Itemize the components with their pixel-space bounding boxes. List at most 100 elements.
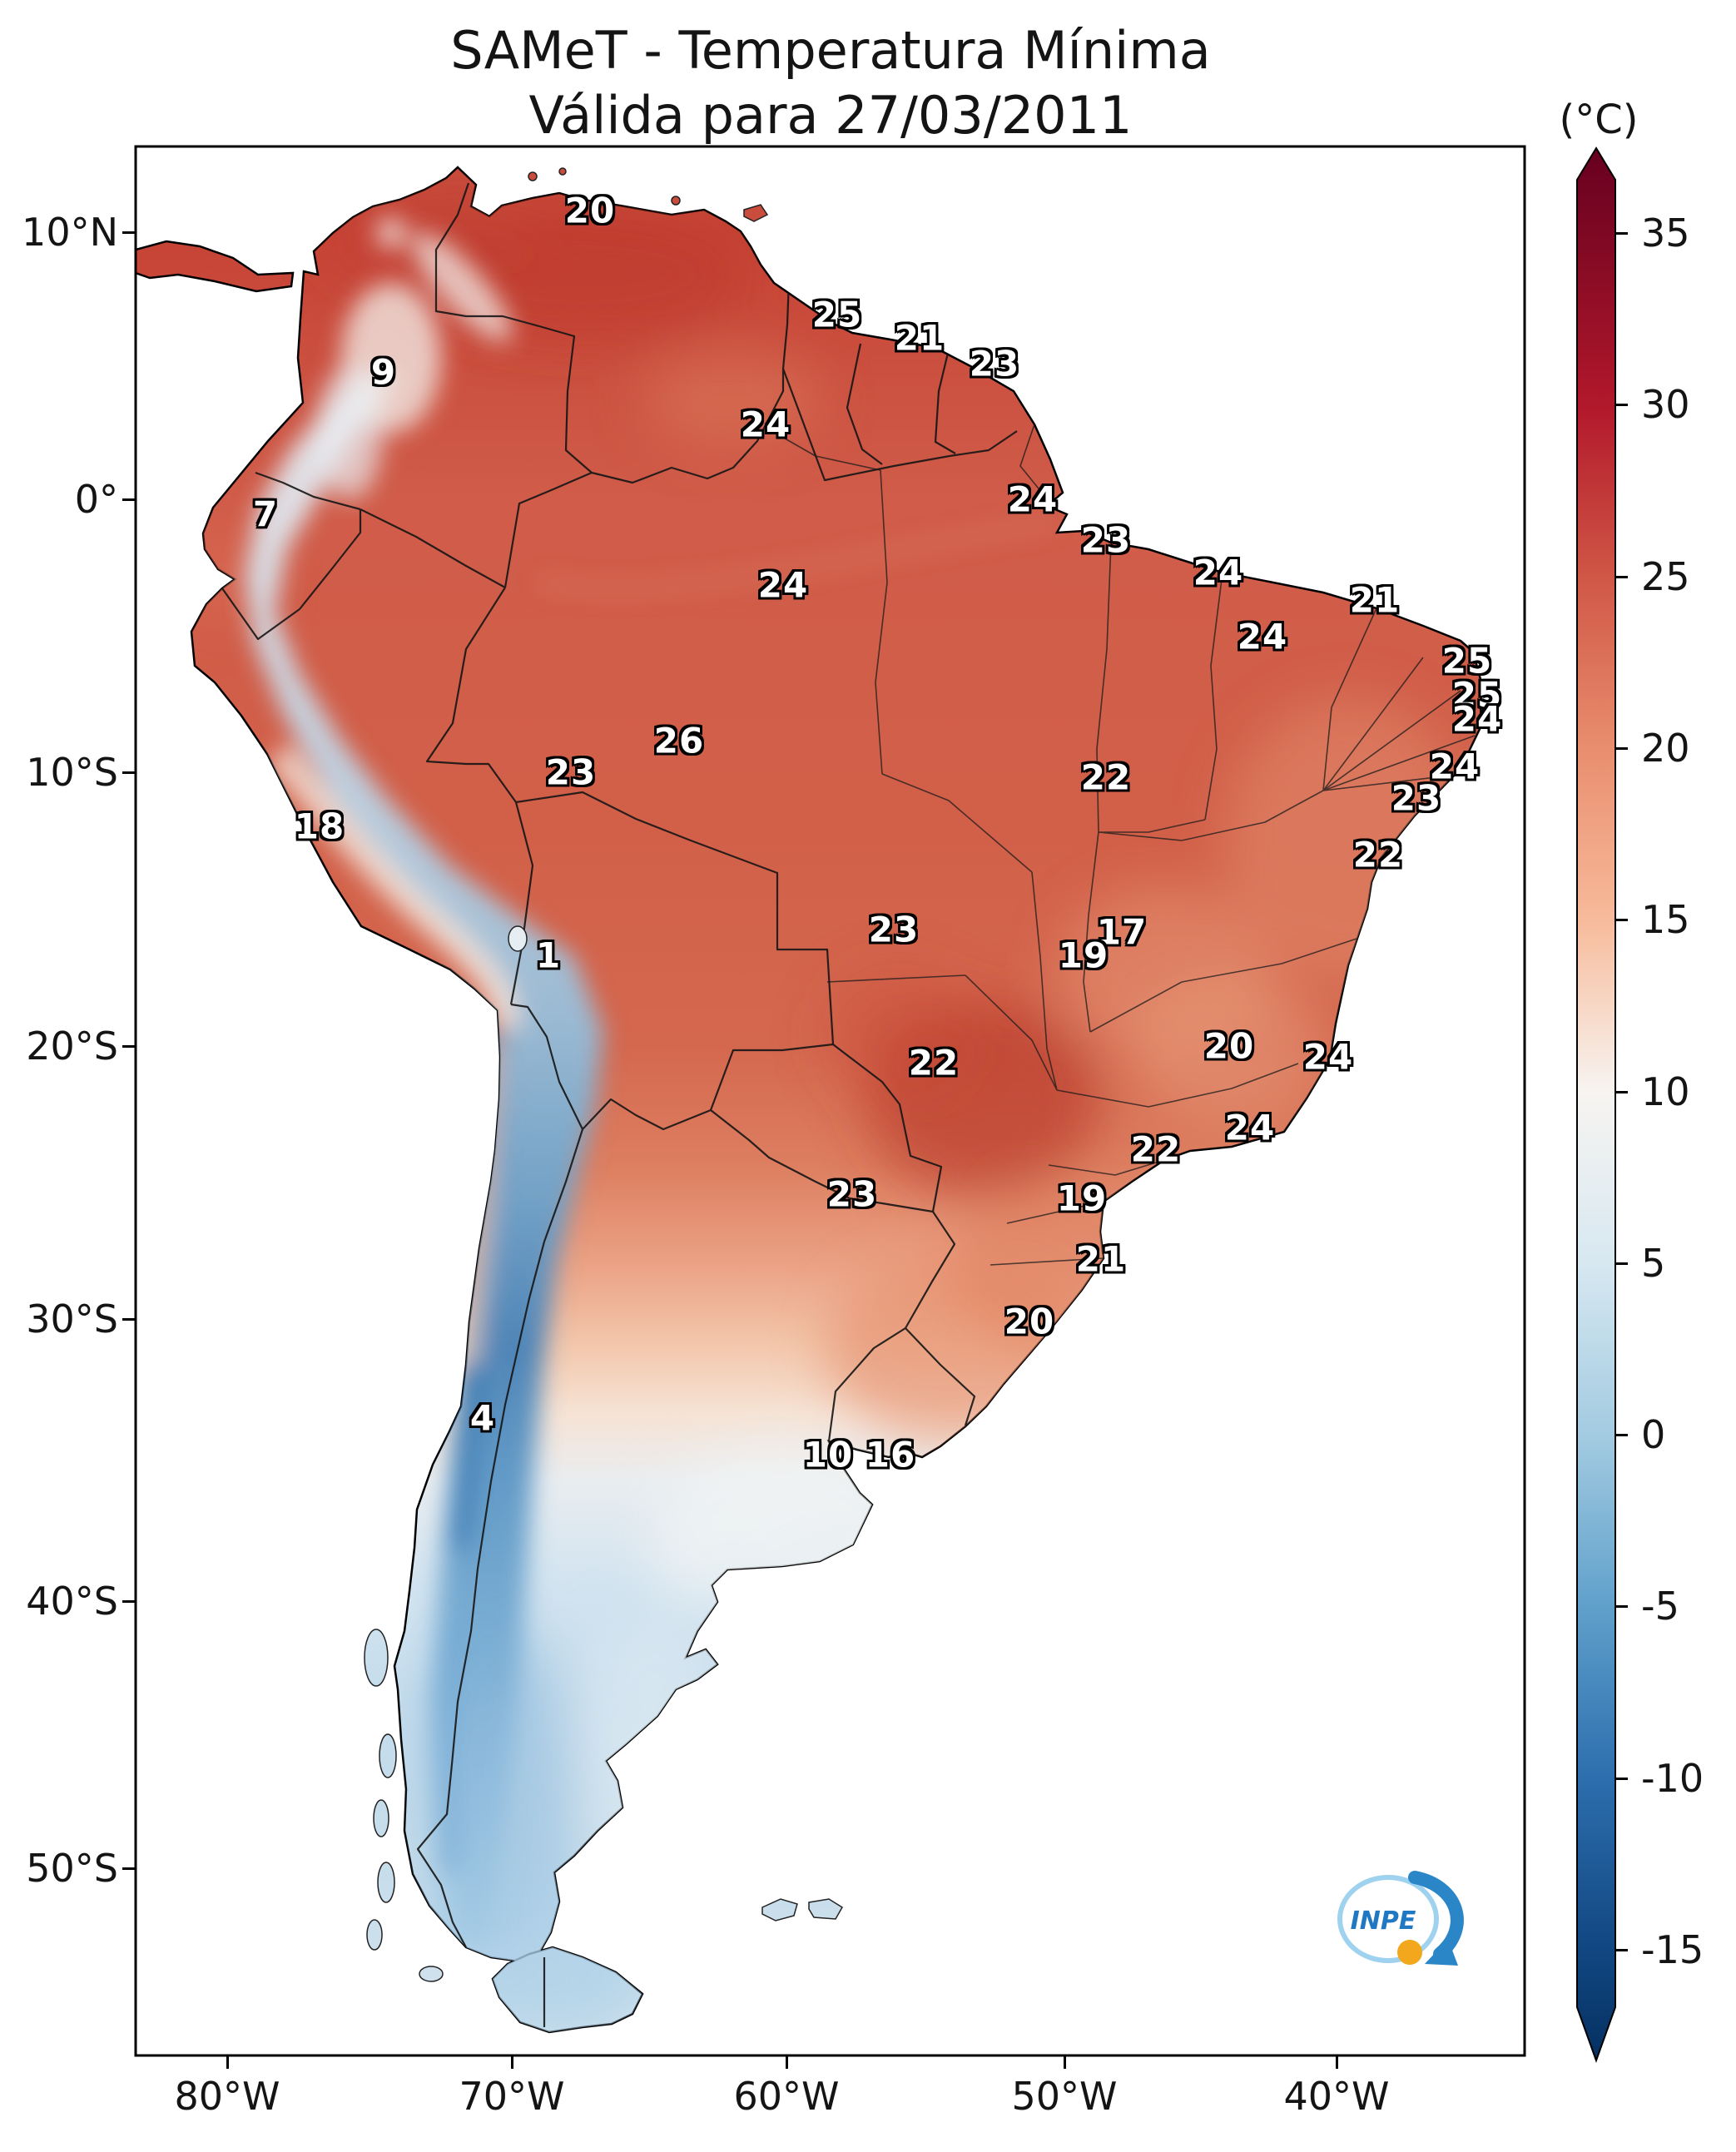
station-temperature-label: 24 [1429,746,1481,787]
y-axis-tick-label: 10°S [26,750,118,795]
station-temperature-label: 23 [826,1173,878,1215]
y-axis-tick-mark [122,771,136,774]
station-temperature-label: 24 [1302,1036,1354,1078]
station-temperature-label: 24 [757,564,809,606]
station-temperature-label: 10 [802,1434,854,1475]
x-axis-tick-mark [1336,2055,1338,2069]
x-axis-tick-label: 70°W [459,2074,565,2119]
colorbar-tick-label: 5 [1641,1240,1666,1286]
x-axis-tick-mark [1064,2055,1066,2069]
inpe-logo: INPE [1337,1871,1464,1966]
colorbar-tick-label: -10 [1641,1755,1704,1801]
colorbar-tick-mark [1616,1090,1628,1093]
y-axis-tick-mark [122,231,136,234]
station-temperature-label: 17 [1096,911,1148,953]
station-temperature-label: 21 [1075,1238,1127,1280]
station-temperature-label: 19 [1056,1178,1108,1219]
y-axis-tick-label: 30°S [26,1297,118,1341]
andes-cold-band [245,371,603,1947]
y-axis-tick-mark [122,498,136,501]
colorbar-tick-mark [1616,232,1628,235]
colorbar-tick-label: -5 [1641,1584,1679,1629]
station-temperature-label: 1 [535,935,562,976]
x-axis-tick-label: 50°W [1011,2074,1118,2119]
station-temperature-label: 21 [1349,579,1401,621]
station-temperature-label: 20 [1203,1025,1255,1067]
y-axis-tick-label: 40°S [26,1579,118,1624]
station-temperature-label: 25 [1441,640,1493,682]
station-temperature-label: 26 [653,720,705,761]
x-axis-tick-label: 60°W [733,2074,840,2119]
station-temperature-label: 24 [1451,698,1503,740]
y-axis-tick-label: 20°S [26,1024,118,1069]
station-temperature-label: 23 [868,909,920,950]
station-temperature-label: 22 [1130,1128,1182,1170]
colorbar [1576,146,1616,2063]
colorbar-tick-label: 0 [1641,1412,1666,1458]
x-axis-tick-mark [226,2055,229,2069]
colorbar-tick-label: 15 [1641,897,1690,943]
y-axis-tick-mark [122,1045,136,1048]
station-temperature-label: 23 [545,751,597,793]
inpe-logo-text: INPE [1351,1907,1416,1936]
colorbar-tick-mark [1616,1434,1628,1437]
station-temperature-label: 21 [894,317,945,359]
falkland-islands [761,1898,798,1921]
map-title: SAMeT - Temperatura Mínima [450,20,1211,81]
station-temperature-label: 19 [1058,935,1109,976]
station-temperature-label: 25 [1451,674,1503,716]
station-temperature-label: 24 [1224,1107,1276,1148]
station-temperature-label: 23 [1080,519,1132,561]
colorbar-tick-label: 25 [1641,553,1690,599]
x-axis-tick-label: 80°W [174,2074,280,2119]
colorbar-tick-label: 10 [1641,1069,1690,1114]
colorbar-tick-mark [1616,1949,1628,1951]
lake-titicaca [508,925,528,952]
colorbar-tick-mark [1616,919,1628,922]
station-temperature-label: 24 [1193,552,1244,593]
station-temperature-label: 20 [564,190,616,231]
colorbar-tick-mark [1616,575,1628,578]
y-axis-tick-label: 10°N [22,210,118,255]
landmass [136,166,1483,2034]
peru-coast-band [267,744,519,1033]
station-temperature-label: 24 [1007,478,1059,520]
country-borders [221,182,1018,2027]
colorbar-tick-mark [1616,1605,1628,1609]
station-temperature-label: 22 [1352,834,1404,875]
x-axis-tick-mark [786,2055,788,2069]
map-subtitle: Válida para 27/03/2011 [528,85,1133,146]
station-temperature-label: 9 [370,351,397,393]
station-temperature-label: 23 [969,343,1020,384]
station-temperature-label: 25 [811,294,863,335]
station-temperature-label: 24 [740,404,791,445]
colorbar-tick-mark [1616,1777,1628,1780]
y-axis-tick-mark [122,1867,136,1870]
colorbar-tick-mark [1616,746,1628,750]
y-axis-tick-label: 50°S [26,1846,118,1891]
station-temperature-label: 16 [865,1434,916,1475]
station-temperature-label: 20 [1004,1301,1055,1342]
x-axis-tick-label: 40°W [1283,2074,1390,2119]
small-islands [364,167,844,1982]
colorbar-tick-label: 30 [1641,382,1690,428]
station-temperature-label: 24 [1237,616,1288,657]
y-axis-tick-mark [122,1318,136,1321]
x-axis-tick-mark [511,2055,513,2069]
colorbar-tick-label: 20 [1641,725,1690,771]
y-axis-tick-label: 0° [74,477,118,522]
station-temperature-label: 4 [469,1397,496,1439]
plot-frame [134,145,1526,2057]
amazon-river-trace [538,520,1056,591]
station-temperature-label: 7 [252,493,279,535]
state-borders [768,424,1476,1266]
colorbar-tick-label: 35 [1641,211,1690,255]
colorbar-tick-mark [1616,404,1628,407]
colorbar-tick-mark [1616,1262,1628,1265]
y-axis-tick-mark [122,1600,136,1603]
station-temperature-label: 18 [294,806,345,847]
station-temperature-label: 22 [1080,756,1132,798]
colorbar-unit-label: (°C) [1559,97,1639,143]
station-temperature-label: 22 [908,1042,960,1083]
